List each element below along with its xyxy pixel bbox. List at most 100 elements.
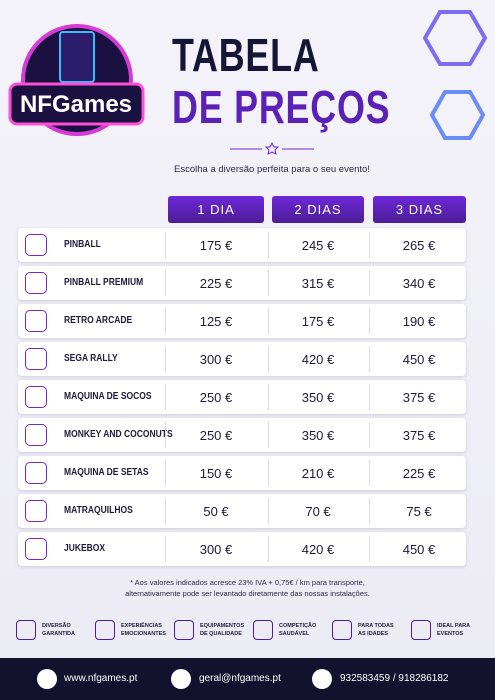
price: 250 € (199, 390, 233, 405)
icon (312, 669, 332, 689)
icon (171, 669, 191, 689)
row-icon (25, 310, 47, 332)
separator (165, 498, 166, 524)
row-icon (25, 234, 47, 256)
separator (268, 460, 269, 486)
price: 340 € (402, 276, 436, 291)
column-header: 1 DIA (168, 196, 264, 223)
separator (369, 460, 370, 486)
title: TABELA (172, 29, 320, 81)
price: 70 € (305, 504, 331, 519)
note-line: * Aos valores indicados acresce 23% IVA … (130, 578, 365, 587)
price: 375 € (402, 390, 436, 405)
price: 175 € (199, 238, 233, 253)
separator (268, 422, 269, 448)
price: 75 € (406, 504, 432, 519)
feature-icon (253, 620, 273, 640)
price: 420 € (301, 542, 335, 557)
item-name: RETRO ARCADE (64, 315, 133, 326)
separator (165, 384, 166, 410)
price: 190 € (402, 314, 436, 329)
price: 150 € (199, 466, 233, 481)
feature-text: IDEAL PARA (437, 623, 471, 629)
logo-badge (8, 82, 145, 126)
price: 50 € (203, 504, 229, 519)
feature-icon (332, 620, 352, 640)
price: 300 € (199, 542, 233, 557)
subtitle: Escolha a diversão perfeita para o seu e… (174, 164, 370, 175)
email: geral@nfgames.pt (199, 673, 281, 684)
hexagon (422, 10, 488, 66)
icon (37, 669, 57, 689)
separator (268, 270, 269, 296)
separator (165, 270, 166, 296)
item-name: MAQUINA DE SETAS (64, 467, 149, 478)
table-row: PINBALL 175 € 245 € 265 € (18, 228, 466, 262)
column-header: 3 DIAS (373, 196, 466, 223)
table-row: SEGA RALLY 300 € 420 € 450 € (18, 342, 466, 376)
price: 450 € (402, 352, 436, 367)
price: 210 € (301, 466, 335, 481)
separator (369, 232, 370, 258)
feature-text: GARANTIDA (42, 631, 75, 637)
phone: 932583459 / 918286182 (340, 673, 449, 684)
website: www.nfgames.pt (64, 673, 138, 684)
table-row: PINBALL PREMIUM 225 € 315 € 340 € (18, 266, 466, 300)
table-row: MONKEY AND COCONUTS 250 € 350 € 375 € (18, 418, 466, 452)
row-icon (25, 272, 47, 294)
feature-icon (95, 620, 115, 640)
price: 225 € (402, 466, 436, 481)
table-row: MAQUINA DE SOCOS 250 € 350 € 375 € (18, 380, 466, 414)
feature-text: SAUDÁVEL (279, 631, 310, 637)
separator (369, 346, 370, 372)
price: 125 € (199, 314, 233, 329)
separator (165, 460, 166, 486)
logo-text: NFGames (20, 91, 132, 118)
separator (369, 308, 370, 334)
feature-text: DE QUALIDADE (200, 631, 242, 637)
separator (165, 308, 166, 334)
price: 175 € (301, 314, 335, 329)
separator (268, 498, 269, 524)
feature-text: PARA TODAS (358, 623, 394, 629)
price: 350 € (301, 428, 335, 443)
price: 315 € (301, 276, 335, 291)
feature-icon (411, 620, 431, 640)
row-icon (25, 424, 47, 446)
title: DE PREÇOS (172, 81, 391, 133)
row-icon (25, 538, 47, 560)
note-line: alternativamente pode ser levantado dire… (125, 589, 370, 598)
item-name: MONKEY AND COCONUTS (64, 429, 173, 440)
separator (268, 308, 269, 334)
separator (369, 422, 370, 448)
column-header: 2 DIAS (272, 196, 364, 223)
separator (268, 536, 269, 562)
feature-text: AS IDADES (358, 631, 388, 637)
separator (369, 384, 370, 410)
separator (165, 422, 166, 448)
note: * Aos valores indicados acresce 23% IVA … (40, 577, 455, 599)
table-row: MATRAQUILHOS 50 € 70 € 75 € (18, 494, 466, 528)
price: 350 € (301, 390, 335, 405)
price: 420 € (301, 352, 335, 367)
item-name: PINBALL (64, 239, 101, 250)
row-icon (25, 500, 47, 522)
separator (165, 346, 166, 372)
table-row: JUKEBOX 300 € 420 € 450 € (18, 532, 466, 566)
row-icon (25, 462, 47, 484)
row-icon (25, 386, 47, 408)
feature-text: EVENTOS (437, 631, 464, 637)
feature-text: COMPETIÇÃO (279, 623, 317, 629)
star (264, 141, 280, 155)
feature-text: EQUIPAMENTOS (200, 623, 245, 629)
feature-text: EXPERIÊNCIAS (121, 623, 162, 629)
feature-icon (174, 620, 194, 640)
feature-icon (16, 620, 36, 640)
decoration: NFGames (8, 10, 488, 155)
price: 245 € (301, 238, 335, 253)
separator (165, 232, 166, 258)
price: 450 € (402, 542, 436, 557)
separator (268, 232, 269, 258)
feature-text: EMOCIONANTES (121, 631, 166, 637)
